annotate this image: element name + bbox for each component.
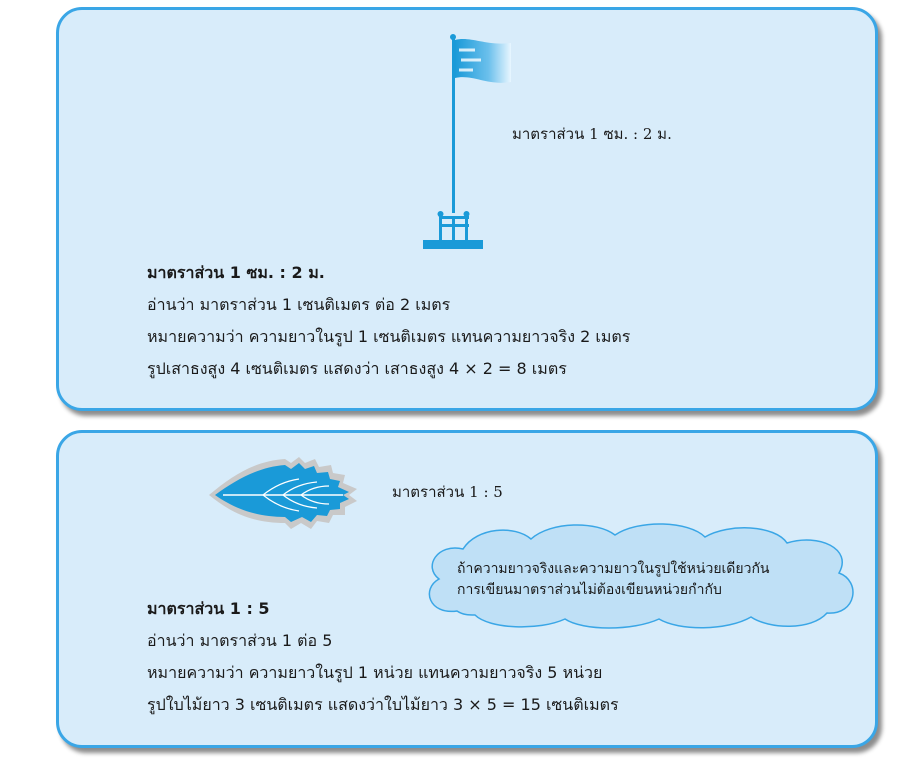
reading-line: อ่านว่า มาตราส่วน 1 เซนติเมตร ต่อ 2 เมตร [147, 295, 451, 314]
scale-caption: มาตราส่วน 1 : 5 [392, 483, 503, 501]
flagpole-icon [423, 34, 511, 249]
scale-explanation: มาตราส่วน 1 : 5 อ่านว่า มาตราส่วน 1 ต่อ … [147, 593, 619, 721]
cloud-note-line-2: การเขียนมาตราส่วนไม่ต้องเขียนหน่วยกำกับ [457, 582, 722, 598]
meaning-line: หมายความว่า ความยาวในรูป 1 หน่วย แทนความ… [147, 663, 603, 682]
scale-caption: มาตราส่วน 1 ซม. : 2 ม. [512, 125, 672, 143]
cloud-note: ถ้าความยาวจริงและความยาวในรูปใช้หน่วยเดี… [457, 559, 770, 601]
scale-heading: มาตราส่วน 1 : 5 [147, 599, 270, 618]
reading-line: อ่านว่า มาตราส่วน 1 ต่อ 5 [147, 631, 333, 650]
example-line: รูปเสาธงสูง 4 เซนติเมตร แสดงว่า เสาธงสูง… [147, 359, 567, 378]
cloud-note-line-1: ถ้าความยาวจริงและความยาวในรูปใช้หน่วยเดี… [457, 561, 770, 577]
scale-card-flagpole: มาตราส่วน 1 ซม. : 2 ม. มาตราส่วน 1 ซม. :… [56, 7, 878, 411]
meaning-line: หมายความว่า ความยาวในรูป 1 เซนติเมตร แทน… [147, 327, 631, 346]
scale-card-leaf: มาตราส่วน 1 : 5 ถ้าความยาวจริงและความยาว… [56, 430, 878, 748]
scale-explanation: มาตราส่วน 1 ซม. : 2 ม. อ่านว่า มาตราส่วน… [147, 257, 630, 385]
leaf-icon [209, 457, 357, 529]
cloud-icon [428, 523, 854, 629]
example-line: รูปใบไม้ยาว 3 เซนติเมตร แสดงว่าใบไม้ยาว … [147, 695, 619, 714]
scale-heading: มาตราส่วน 1 ซม. : 2 ม. [147, 263, 325, 282]
